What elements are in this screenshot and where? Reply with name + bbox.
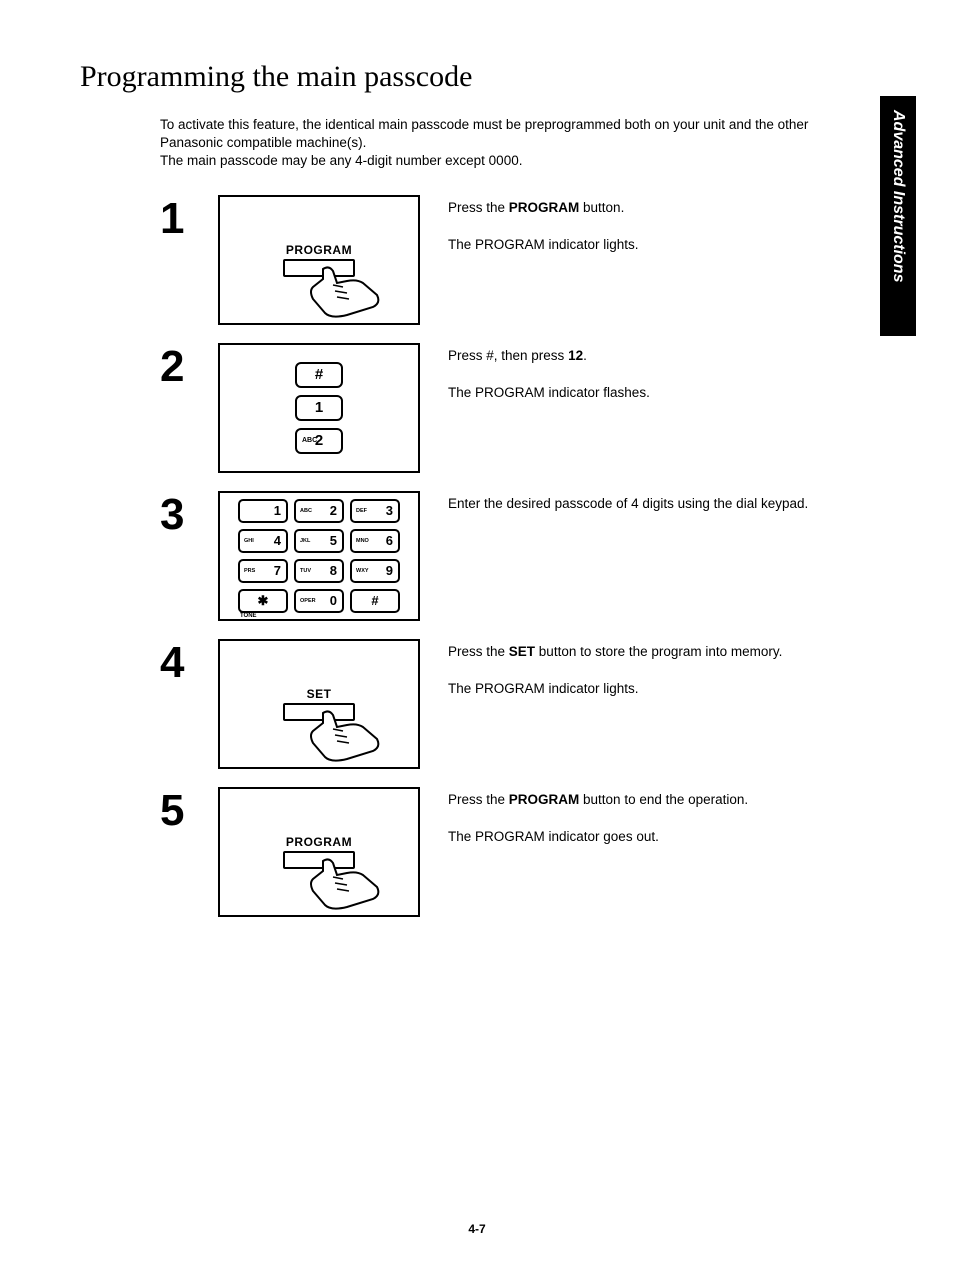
step-5-text-a-pre: Press the: [448, 792, 509, 807]
step-2-text-b: The PROGRAM indicator flashes.: [448, 384, 650, 403]
hand-pressing-icon: [303, 265, 385, 321]
hand-pressing-icon: [303, 709, 385, 765]
step-number: 3: [160, 491, 218, 537]
step-2-text: Press #, then press 12. The PROGRAM indi…: [448, 343, 650, 403]
step-5-text-a-bold: PROGRAM: [509, 792, 580, 807]
keypad-8: TUV8: [294, 559, 344, 583]
keypad-hash: #: [350, 589, 400, 613]
step-1-text-a-post: button.: [579, 200, 624, 215]
key-main: #: [315, 366, 323, 383]
set-button-illustration: [283, 703, 355, 721]
step-2-figure: # 1 ABC2: [218, 343, 420, 473]
step-3-figure: 1 ABC2 DEF3 GHI4 JKL5 MNO6 PRS7 TUV8 WXY…: [218, 491, 420, 621]
step-5-text: Press the PROGRAM button to end the oper…: [448, 787, 748, 847]
keypad-0: OPER0: [294, 589, 344, 613]
keypad-icon: 1 ABC2 DEF3 GHI4 JKL5 MNO6 PRS7 TUV8 WXY…: [238, 499, 400, 613]
step-3: 3 1 ABC2 DEF3 GHI4 JKL5 MNO6 PRS7 TUV8 W…: [160, 491, 904, 621]
step-5-text-a-post: button to end the operation.: [579, 792, 748, 807]
page-title: Programming the main passcode: [80, 60, 904, 94]
program-button-label: PROGRAM: [286, 243, 352, 257]
hash-key-icon: #: [295, 362, 343, 388]
program-button-illustration: [283, 851, 355, 869]
step-4-text-a-post: button to store the program into memory.: [535, 644, 782, 659]
step-4-text: Press the SET button to store the progra…: [448, 639, 782, 699]
step-number: 1: [160, 195, 218, 241]
one-key-icon: 1: [295, 395, 343, 421]
step-1-text-a-bold: PROGRAM: [509, 200, 580, 215]
step-1-text-b: The PROGRAM indicator lights.: [448, 236, 639, 255]
page-number: 4-7: [0, 1222, 954, 1236]
step-2-text-a-bold: 12: [568, 348, 583, 363]
intro-text: To activate this feature, the identical …: [160, 116, 864, 171]
program-button-illustration: [283, 259, 355, 277]
steps-list: 1 PROGRAM Press the PROGRAM button. The …: [160, 195, 904, 917]
step-3-text-a: Enter the desired passcode of 4 digits u…: [448, 495, 808, 514]
keypad-7: PRS7: [238, 559, 288, 583]
step-2: 2 # 1 ABC2 Press #, then press 12. The P…: [160, 343, 904, 473]
step-number: 5: [160, 787, 218, 833]
set-button-label: SET: [307, 687, 332, 701]
step-1-text-a-pre: Press the: [448, 200, 509, 215]
keypad-3: DEF3: [350, 499, 400, 523]
step-4-text-a-pre: Press the: [448, 644, 509, 659]
intro-line-1: To activate this feature, the identical …: [160, 117, 808, 150]
step-4: 4 SET Press the SET button to store the …: [160, 639, 904, 769]
step-4-text-a-bold: SET: [509, 644, 535, 659]
keypad-9: WXY9: [350, 559, 400, 583]
step-5: 5 PROGRAM Press the PROGRAM button to en…: [160, 787, 904, 917]
step-2-text-a-post: .: [583, 348, 587, 363]
step-3-text: Enter the desired passcode of 4 digits u…: [448, 491, 808, 514]
keypad-2: ABC2: [294, 499, 344, 523]
step-1-text: Press the PROGRAM button. The PROGRAM in…: [448, 195, 639, 255]
program-button-label: PROGRAM: [286, 835, 352, 849]
keypad-6: MNO6: [350, 529, 400, 553]
step-2-text-a-pre: Press #, then press: [448, 348, 568, 363]
key-main: 1: [315, 399, 323, 416]
tone-label: TONE: [240, 613, 257, 619]
step-1-figure: PROGRAM: [218, 195, 420, 325]
step-5-figure: PROGRAM: [218, 787, 420, 917]
step-1: 1 PROGRAM Press the PROGRAM button. The …: [160, 195, 904, 325]
key-sequence: # 1 ABC2: [295, 362, 343, 454]
keypad-5: JKL5: [294, 529, 344, 553]
step-5-text-b: The PROGRAM indicator goes out.: [448, 828, 748, 847]
intro-line-2: The main passcode may be any 4-digit num…: [160, 153, 522, 168]
step-number: 4: [160, 639, 218, 685]
step-number: 2: [160, 343, 218, 389]
hand-pressing-icon: [303, 857, 385, 913]
key-sub: ABC: [302, 437, 317, 444]
keypad-4: GHI4: [238, 529, 288, 553]
keypad-star: ✱TONE: [238, 589, 288, 613]
two-key-icon: ABC2: [295, 428, 343, 454]
section-tab: Advanced Instructions: [880, 96, 916, 336]
keypad-1: 1: [238, 499, 288, 523]
step-4-text-b: The PROGRAM indicator lights.: [448, 680, 782, 699]
step-4-figure: SET: [218, 639, 420, 769]
